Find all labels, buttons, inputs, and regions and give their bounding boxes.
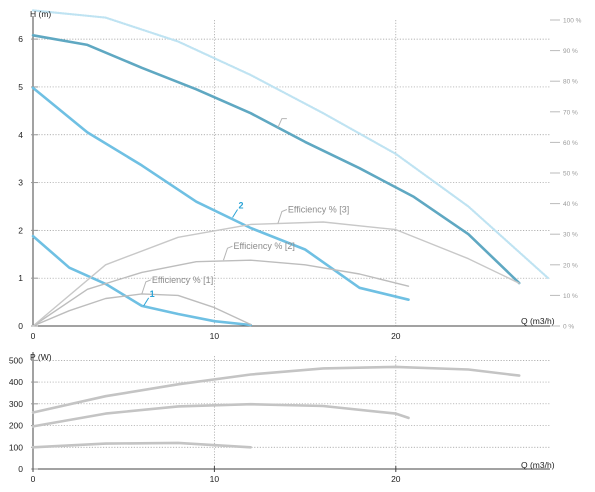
power-tick-label: 200	[9, 421, 23, 431]
head-curve-2	[31, 86, 410, 301]
efficiency-curve-5	[32, 293, 252, 327]
head-x-ticks: 0 10 20	[31, 331, 401, 341]
head-chart-axes	[32, 16, 550, 327]
power-chart-axes	[32, 352, 550, 470]
flow-tick-label: 10	[210, 474, 220, 484]
curve-label-leader	[232, 209, 238, 218]
efficiency-label-leader	[222, 245, 233, 261]
power-curve-1	[31, 441, 252, 449]
power-tick-label: 500	[9, 355, 23, 365]
efficiency-label: Efficiency % [2]	[233, 241, 294, 251]
head-chart-grid	[33, 20, 550, 326]
curve-label-leader	[277, 118, 287, 128]
power-curve-2	[31, 402, 410, 428]
head-efficiency-series	[31, 9, 550, 327]
head-tick-label: 5	[18, 82, 23, 92]
efficiency-tick-label: 100 %	[563, 18, 582, 25]
efficiency-tick-label: 0 %	[563, 324, 574, 331]
efficiency-tick-label: 10 %	[563, 293, 578, 300]
head-tick-label: 6	[18, 34, 23, 44]
head-tick-label: 4	[18, 130, 23, 140]
flow-tick-label: 20	[391, 331, 401, 341]
curve-label-leader	[143, 297, 150, 307]
efficiency-tick-label: 60 %	[563, 140, 578, 147]
efficiency-tick-label: 50 %	[563, 171, 578, 178]
power-tick-label: 400	[9, 377, 23, 387]
curve-number-label: 1	[150, 289, 155, 299]
head-curve-4	[31, 9, 550, 280]
efficiency-label-leader	[141, 279, 152, 295]
efficiency-tick-label: 20 %	[563, 262, 578, 269]
head-curve-labels: 1 2 Efficiency % [1] Efficiency % [2] Effici…	[141, 118, 349, 307]
power-tick-label: 100	[9, 442, 23, 452]
power-chart: 0 100 200 300 400 500 0 10 20 P (W) Q (m3/h)	[9, 352, 555, 484]
head-curve-1	[31, 234, 252, 327]
head-tick-label: 3	[18, 178, 23, 188]
efficiency-label: Efficiency % [1]	[152, 275, 213, 285]
power-tick-label: 0	[18, 464, 23, 474]
flow-tick-label: 0	[31, 331, 36, 341]
efficiency-tick-label: 90 %	[563, 48, 578, 55]
flow-tick-label: 0	[31, 474, 36, 484]
flow-axis-label-bottom: Q (m3/h)	[521, 460, 555, 470]
efficiency-curve-7	[32, 221, 520, 327]
head-efficiency-chart: 0 1 2 3 4 5 6 0 % 10 % 20 % 30 % 40 % 50 % 60 % 70 % 8…	[18, 9, 581, 341]
efficiency-tick-label: 80 %	[563, 79, 578, 86]
efficiency-label-leader	[277, 209, 288, 224]
efficiency-tick-label: 40 %	[563, 201, 578, 208]
flow-tick-label: 10	[210, 331, 220, 341]
power-x-ticks: 0 10 20	[31, 466, 401, 484]
head-tick-label: 2	[18, 225, 23, 235]
head-tick-label: 0	[18, 321, 23, 331]
power-tick-label: 300	[9, 399, 23, 409]
efficiency-curve-6	[32, 259, 410, 327]
power-series	[31, 365, 521, 449]
efficiency-y2-ticks: 0 % 10 % 20 % 30 % 40 % 50 % 60 % 70 % 80 % 90 % 1…	[550, 18, 582, 331]
flow-tick-label: 20	[391, 474, 401, 484]
head-y-ticks: 0 1 2 3 4 5 6	[18, 34, 38, 331]
curve-number-label: 2	[239, 200, 244, 210]
power-axis-label: P (W)	[30, 352, 52, 362]
power-y-ticks: 0 100 200 300 400 500	[9, 355, 38, 474]
efficiency-tick-label: 30 %	[563, 232, 578, 239]
efficiency-tick-label: 70 %	[563, 109, 578, 116]
efficiency-label: Efficiency % [3]	[288, 204, 349, 214]
head-tick-label: 1	[18, 273, 23, 283]
head-axis-label: H (m)	[30, 9, 51, 19]
power-curve-3	[31, 365, 521, 414]
flow-axis-label-top: Q (m3/h)	[521, 316, 555, 326]
